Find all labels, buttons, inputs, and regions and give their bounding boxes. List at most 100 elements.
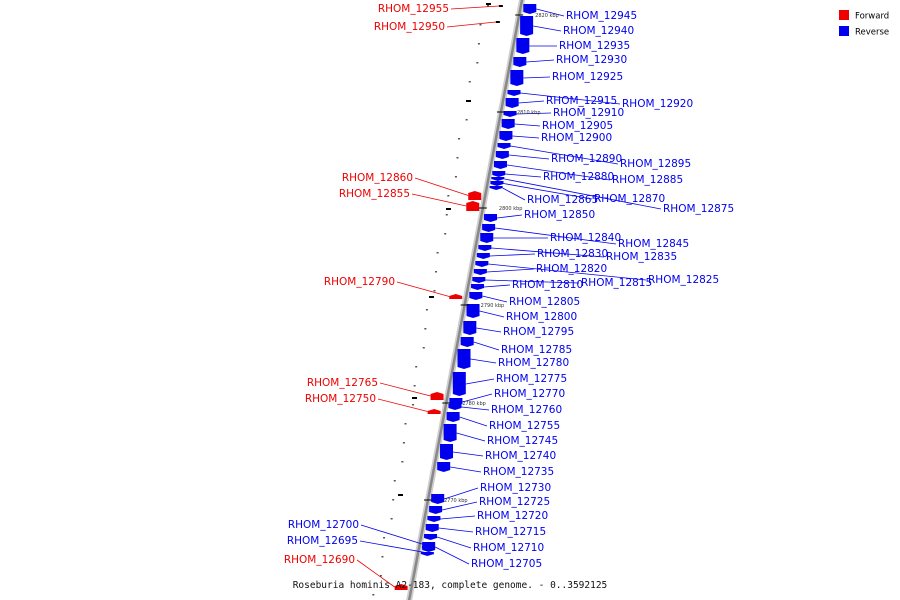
gene-feature[interactable]	[427, 516, 440, 522]
gene-feature[interactable]	[453, 372, 466, 396]
gene-label[interactable]: RHOM_12715	[475, 526, 546, 538]
gene-feature[interactable]	[474, 269, 487, 275]
gene-label[interactable]: RHOM_12915	[546, 95, 617, 107]
gene-label[interactable]: RHOM_12830	[537, 248, 608, 260]
gene-feature[interactable]	[472, 277, 485, 283]
gene-feature[interactable]	[458, 349, 471, 369]
gene-label[interactable]: RHOM_12740	[485, 450, 556, 462]
gene-feature[interactable]	[466, 201, 479, 211]
gene-feature[interactable]	[475, 261, 488, 267]
gene-label[interactable]: RHOM_12795	[503, 326, 574, 338]
gene-feature[interactable]	[513, 57, 526, 67]
gene-label[interactable]: RHOM_12925	[552, 71, 623, 83]
gene-feature[interactable]	[424, 534, 437, 540]
gene-label[interactable]: RHOM_12700	[288, 519, 359, 531]
gene-feature[interactable]	[444, 424, 457, 442]
gene-feature[interactable]	[447, 412, 460, 422]
gene-feature[interactable]	[494, 161, 507, 169]
gene-label[interactable]: RHOM_12880	[543, 171, 614, 183]
gene-label[interactable]: RHOM_12780	[498, 357, 569, 369]
gene-feature[interactable]	[498, 143, 511, 149]
gene-feature[interactable]	[431, 392, 444, 400]
gene-label[interactable]: RHOM_12895	[620, 158, 691, 170]
gene-label[interactable]: RHOM_12910	[553, 107, 624, 119]
gene-feature[interactable]	[502, 119, 515, 129]
gene-feature[interactable]	[506, 98, 519, 108]
gene-feature[interactable]	[463, 321, 476, 335]
gene-feature[interactable]	[431, 494, 444, 504]
gene-label[interactable]: RHOM_12845	[618, 238, 689, 250]
gene-feature[interactable]	[496, 21, 500, 23]
gene-label[interactable]: RHOM_12820	[536, 263, 607, 275]
gene-feature[interactable]	[490, 186, 503, 190]
gene-feature[interactable]	[520, 16, 533, 36]
gene-feature[interactable]	[491, 181, 504, 186]
gene-label[interactable]: RHOM_12720	[477, 510, 548, 522]
gene-label[interactable]: RHOM_12860	[342, 172, 413, 184]
gene-label[interactable]: RHOM_12690	[284, 554, 355, 566]
gene-label[interactable]: RHOM_12725	[479, 496, 550, 508]
gene-feature[interactable]	[492, 171, 505, 177]
gene-feature[interactable]	[461, 337, 474, 347]
gene-label[interactable]: RHOM_12890	[551, 153, 622, 165]
gene-label[interactable]: RHOM_12735	[483, 466, 554, 478]
gene-label[interactable]: RHOM_12920	[622, 98, 693, 110]
gene-label[interactable]: RHOM_12730	[480, 482, 551, 494]
gene-feature[interactable]	[516, 38, 529, 54]
gene-label[interactable]: RHOM_12940	[563, 25, 634, 37]
gene-label[interactable]: RHOM_12905	[542, 120, 613, 132]
gene-feature[interactable]	[482, 224, 495, 232]
gene-feature[interactable]	[491, 177, 504, 181]
gene-label[interactable]: RHOM_12955	[378, 3, 449, 15]
gene-feature[interactable]	[469, 292, 482, 300]
gene-feature[interactable]	[499, 131, 512, 141]
gene-label[interactable]: RHOM_12875	[663, 203, 734, 215]
gene-feature[interactable]	[510, 70, 523, 86]
gene-feature[interactable]	[426, 524, 439, 532]
gene-feature[interactable]	[428, 409, 441, 414]
gene-feature[interactable]	[504, 111, 517, 117]
gene-label[interactable]: RHOM_12835	[606, 251, 677, 263]
gene-label[interactable]: RHOM_12805	[509, 296, 580, 308]
gene-label[interactable]: RHOM_12945	[566, 10, 637, 22]
gene-label[interactable]: RHOM_12950	[374, 21, 445, 33]
gene-feature[interactable]	[467, 304, 480, 318]
gene-feature[interactable]	[484, 214, 497, 222]
gene-feature[interactable]	[437, 462, 450, 472]
gene-label[interactable]: RHOM_12790	[324, 276, 395, 288]
gene-label[interactable]: RHOM_12785	[501, 344, 572, 356]
gene-label[interactable]: RHOM_12825	[648, 274, 719, 286]
gene-label[interactable]: RHOM_12770	[494, 388, 565, 400]
gene-feature[interactable]	[499, 5, 503, 7]
gene-label[interactable]: RHOM_12850	[524, 209, 595, 221]
gene-label[interactable]: RHOM_12775	[496, 373, 567, 385]
gene-feature[interactable]	[471, 284, 484, 290]
gene-label[interactable]: RHOM_12750	[305, 393, 376, 405]
gene-label[interactable]: RHOM_12855	[339, 188, 410, 200]
gene-label[interactable]: RHOM_12705	[471, 558, 542, 570]
gene-feature[interactable]	[448, 404, 461, 410]
gene-label[interactable]: RHOM_12800	[506, 311, 577, 323]
gene-feature[interactable]	[496, 151, 509, 159]
gene-label[interactable]: RHOM_12710	[473, 542, 544, 554]
gene-feature[interactable]	[477, 253, 490, 259]
gene-label[interactable]: RHOM_12745	[487, 435, 558, 447]
gene-feature[interactable]	[429, 506, 442, 514]
gene-label[interactable]: RHOM_12815	[581, 277, 652, 289]
gene-feature[interactable]	[480, 233, 493, 243]
gene-feature[interactable]	[478, 245, 491, 251]
gene-feature[interactable]	[449, 294, 462, 299]
gene-label[interactable]: RHOM_12935	[559, 40, 630, 52]
gene-feature[interactable]	[440, 444, 453, 460]
gene-label[interactable]: RHOM_12930	[556, 54, 627, 66]
gene-feature[interactable]	[508, 90, 521, 96]
gene-label[interactable]: RHOM_12865	[527, 194, 598, 206]
gene-label[interactable]: RHOM_12755	[489, 420, 560, 432]
gene-label[interactable]: RHOM_12870	[594, 193, 665, 205]
gene-label[interactable]: RHOM_12810	[512, 279, 583, 291]
gene-label[interactable]: RHOM_12760	[491, 404, 562, 416]
gene-label[interactable]: RHOM_12885	[612, 174, 683, 186]
gene-label[interactable]: RHOM_12900	[541, 132, 612, 144]
gene-label[interactable]: RHOM_12765	[307, 377, 378, 389]
gene-label[interactable]: RHOM_12840	[550, 232, 621, 244]
